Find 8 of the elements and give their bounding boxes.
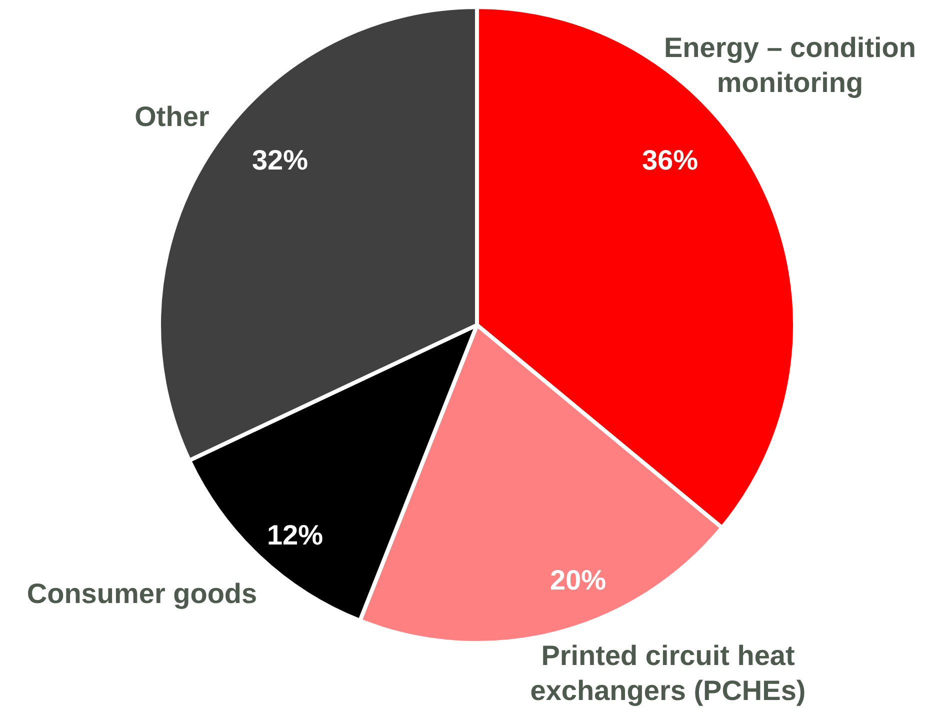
slice-label: Other — [134, 100, 210, 132]
data-label: 32% — [252, 144, 308, 176]
data-label: 36% — [642, 144, 698, 176]
slice-label: Consumer goods — [26, 578, 258, 608]
data-label: 12% — [266, 520, 324, 550]
slice-label: Printed circuit heat exchangers (PCHEs) — [530, 640, 806, 706]
data-label: 20% — [550, 564, 606, 596]
slice-label: Energy – condition monitoring — [664, 32, 916, 98]
